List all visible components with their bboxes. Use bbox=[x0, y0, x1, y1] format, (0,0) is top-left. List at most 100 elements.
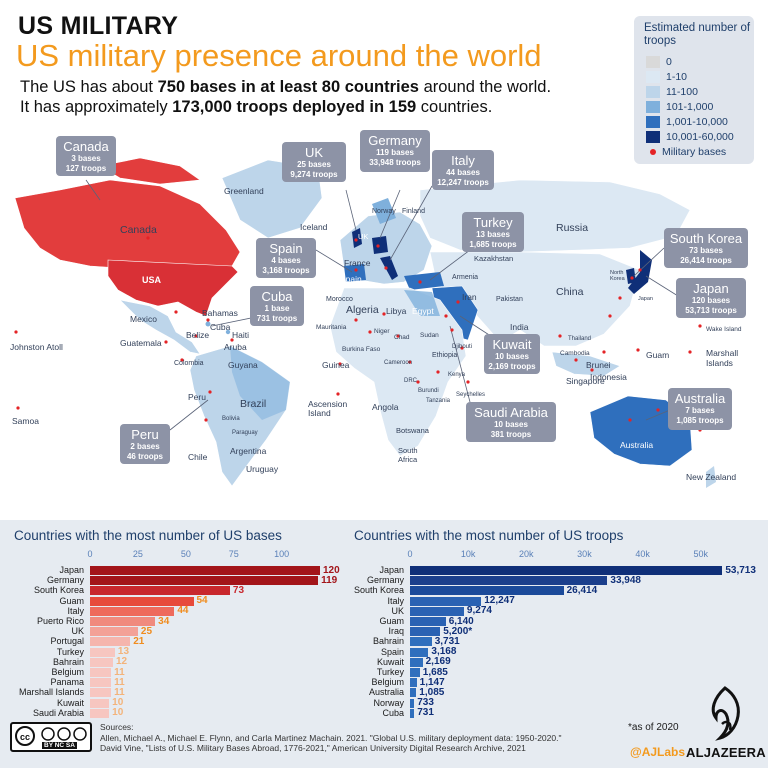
place-label: Cuba bbox=[210, 322, 231, 332]
bar bbox=[410, 688, 417, 698]
bar bbox=[410, 627, 441, 637]
axis-tick-label: 100 bbox=[274, 549, 290, 559]
ajlabs-handle: @AJLabs bbox=[630, 745, 686, 759]
japan-shape bbox=[628, 250, 652, 294]
legend-bases-item: Military bases bbox=[646, 146, 726, 160]
bar-category-label: Germany bbox=[46, 575, 84, 586]
place-label: Libya bbox=[386, 306, 407, 316]
axis-tick-label: 0 bbox=[407, 549, 413, 559]
place-label: Algeria bbox=[346, 304, 379, 316]
place-label: Mauritania bbox=[316, 324, 347, 331]
place-label: Marshall Islands bbox=[706, 348, 739, 368]
bar-category-label: Australia bbox=[368, 687, 404, 698]
bar-category-label: South Korea bbox=[353, 585, 404, 596]
place-label: Indonesia bbox=[590, 372, 627, 382]
place-label: Wake Island bbox=[706, 326, 742, 333]
place-label: France bbox=[344, 258, 371, 268]
place-label: Thailand bbox=[568, 336, 592, 342]
callout-germany: Germany 119 bases 33,948 troops bbox=[360, 130, 430, 172]
bar bbox=[90, 678, 112, 688]
place-label: South Africa bbox=[398, 446, 418, 464]
subtitle-line-1: The US has about 750 bases in at least 8… bbox=[20, 78, 552, 96]
legend-swatch bbox=[646, 131, 660, 144]
svg-text:cc: cc bbox=[20, 732, 30, 742]
bar bbox=[410, 657, 423, 667]
bar bbox=[90, 606, 175, 616]
bar-value-label: 10 bbox=[112, 707, 124, 719]
norway-shape bbox=[372, 198, 396, 224]
axis-tick-label: 30k bbox=[577, 549, 592, 559]
bar bbox=[410, 576, 608, 586]
bar bbox=[410, 586, 564, 596]
place-label: Mexico bbox=[130, 314, 157, 324]
bar-category-label: Japan bbox=[59, 565, 84, 575]
bar-value-label: 12 bbox=[116, 656, 128, 668]
africa-shape bbox=[329, 287, 467, 457]
place-label: China bbox=[556, 286, 584, 298]
bar-value-label: 3,168 bbox=[431, 646, 457, 658]
callout-japan: Japan 120 bases 53,713 troops bbox=[676, 278, 746, 318]
place-label: Cambodia bbox=[560, 350, 590, 357]
callout-italy: Italy 44 bases 12,247 troops bbox=[432, 150, 494, 190]
callout-turkey: Turkey 13 bases 1,685 troops bbox=[462, 212, 524, 252]
bar-category-label: Bahrain bbox=[372, 636, 404, 647]
bar-category-label: Cuba bbox=[382, 707, 404, 718]
place-label: Guinea bbox=[322, 360, 350, 370]
place-label: Armenia bbox=[452, 274, 479, 281]
canada-north-islands bbox=[99, 157, 201, 185]
place-label: Iran bbox=[462, 292, 477, 302]
bar-value-label: 1,085 bbox=[419, 686, 445, 698]
bar-value-label: 44 bbox=[177, 605, 189, 617]
legend-item: 0 bbox=[646, 56, 672, 70]
bar-category-label: UK bbox=[391, 605, 404, 616]
bar-value-label: 34 bbox=[158, 615, 170, 627]
callout-south-korea: South Korea 73 bases 26,414 troops bbox=[664, 228, 748, 268]
place-label: Belize bbox=[186, 330, 210, 340]
bases-chart-title: Countries with the most number of US bas… bbox=[14, 528, 282, 543]
place-label: Aruba bbox=[224, 342, 247, 352]
new-zealand-shape bbox=[706, 466, 716, 488]
legend-swatch bbox=[646, 56, 660, 69]
place-label: Seychelles bbox=[456, 392, 486, 398]
bar-category-label: Belgium bbox=[371, 677, 404, 688]
bar bbox=[90, 657, 113, 667]
callout-spain: Spain 4 bases 3,168 troops bbox=[256, 238, 316, 278]
bar bbox=[90, 627, 138, 637]
place-label: Egypt bbox=[412, 306, 434, 316]
bar-value-label: 12,247 bbox=[484, 595, 515, 607]
callout-kuwait: Kuwait 10 bases 2,169 troops bbox=[484, 334, 540, 374]
germany-shape bbox=[372, 236, 388, 254]
bar-value-label: 733 bbox=[417, 697, 434, 709]
bar-value-label: 1,685 bbox=[422, 666, 448, 678]
place-label: New Zealand bbox=[686, 472, 737, 482]
subtitle-line-2: It has approximately 173,000 troops depl… bbox=[20, 98, 493, 116]
place-label: Guatemala bbox=[120, 338, 162, 348]
bar-value-label: 1,147 bbox=[419, 676, 445, 688]
callout-saudi-arabia: Saudi Arabia 10 bases 381 troops bbox=[466, 402, 556, 442]
bar bbox=[90, 566, 320, 575]
place-label: Djibouti bbox=[452, 344, 473, 350]
world-map: Greenland Canada USA Iceland Norway Finl… bbox=[0, 120, 768, 520]
footnote: *as of 2020 bbox=[628, 722, 679, 733]
bar-category-label: Germany bbox=[366, 575, 404, 586]
bar-category-label: Norway bbox=[373, 697, 404, 708]
place-label: Australia bbox=[620, 440, 654, 450]
russia-shape bbox=[419, 179, 691, 253]
place-label: Pakistan bbox=[496, 296, 523, 303]
world-map-svg bbox=[14, 157, 718, 488]
place-label: Singapore bbox=[566, 376, 605, 386]
place-label: Morocco bbox=[326, 296, 353, 303]
legend-swatch bbox=[646, 86, 660, 99]
axis-tick-label: 50k bbox=[693, 549, 708, 559]
place-label: Iceland bbox=[300, 222, 328, 232]
bar-category-label: Kuwait bbox=[376, 656, 404, 667]
bar bbox=[90, 708, 110, 718]
aljazeera-logo: ALJAZEERA bbox=[686, 745, 766, 760]
usa-shape bbox=[107, 259, 239, 317]
place-label: Spain bbox=[340, 274, 362, 284]
place-label: Bolivia bbox=[222, 416, 240, 422]
place-label: Peru bbox=[188, 392, 206, 402]
place-label: Argentina bbox=[230, 446, 267, 456]
legend-swatch bbox=[646, 71, 660, 84]
place-label: Tanzania bbox=[426, 398, 451, 404]
